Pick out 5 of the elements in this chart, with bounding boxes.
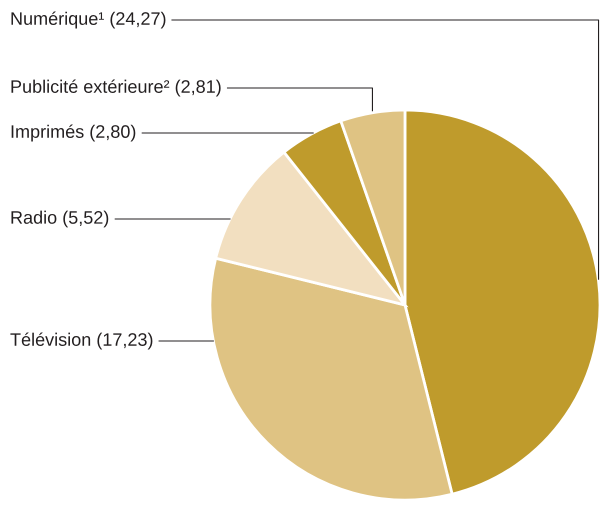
slice-label: Publicité extérieure² (2,81) [11, 79, 221, 97]
slice-label: Radio (5,52) [11, 210, 108, 228]
slice-label: Numérique¹ (24,27) [11, 11, 166, 29]
slice-label: Imprimés (2,80) [12, 124, 136, 142]
slice-label: Télévision (17,23) [10, 332, 152, 350]
